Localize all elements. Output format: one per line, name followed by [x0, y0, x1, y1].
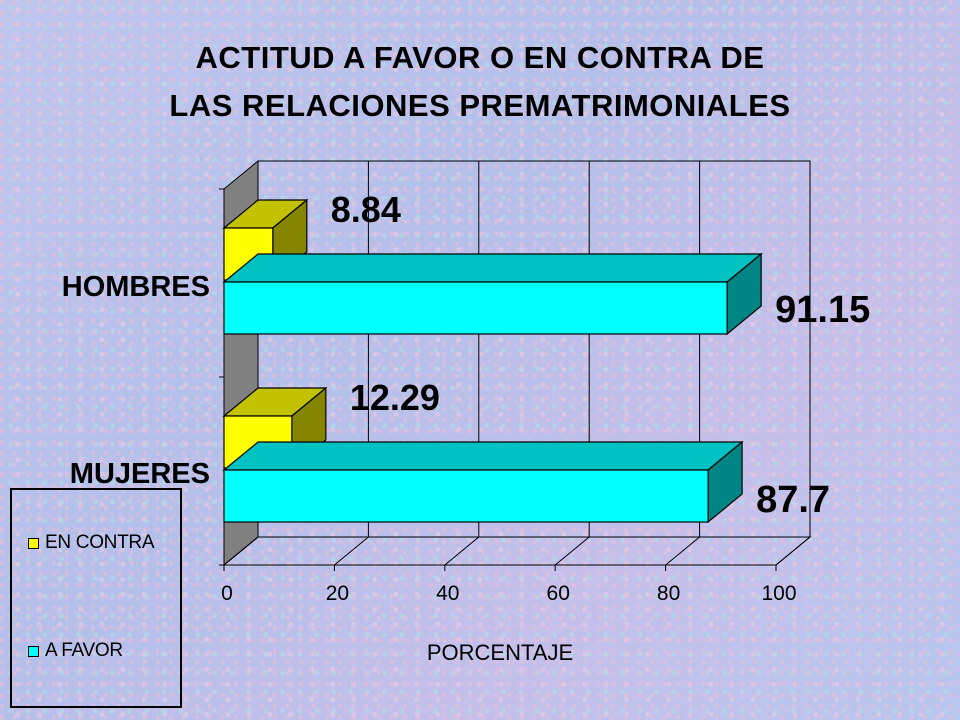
chart-title-line-1: ACTITUD A FAVOR O EN CONTRA DE [195, 40, 765, 75]
bar-a-favor-hombres [222, 252, 763, 336]
chart-title: ACTITUD A FAVOR O EN CONTRA DE LAS RELAC… [0, 34, 960, 130]
data-label-a-favor-mujeres: 87.7 [756, 479, 830, 521]
x-tick-label: 100 [761, 582, 796, 605]
data-label-a-favor-hombres: 91.15 [775, 289, 870, 331]
x-tick-label: 60 [547, 582, 570, 605]
floor-gridline [554, 536, 590, 566]
legend-swatch-en-contra [28, 537, 39, 549]
category-label-hombres: HOMBRES [62, 271, 210, 303]
category-label-mujeres: MUJERES [70, 458, 210, 490]
legend-item-a-favor: A FAVOR [28, 640, 123, 662]
floor-gridline [334, 536, 369, 566]
floor-gridline [223, 536, 259, 566]
chart-title-line-2: LAS RELACIONES PREMATRIMONIALES [169, 88, 791, 123]
legend-swatch-a-favor [28, 645, 39, 657]
x-tick-label: 40 [436, 582, 459, 605]
data-label-en-contra-mujeres: 12.29 [350, 377, 440, 418]
floor-gridline [665, 536, 700, 566]
legend: EN CONTRA A FAVOR [10, 488, 182, 708]
x-tick-label: 20 [326, 582, 349, 605]
legend-label-en-contra: EN CONTRA [45, 532, 155, 553]
floor-gridline [775, 536, 811, 566]
bar-a-favor-mujeres [222, 440, 744, 524]
legend-label-a-favor: A FAVOR [45, 640, 123, 661]
floor [222, 536, 812, 566]
x-tick-label: 80 [657, 582, 680, 605]
data-label-en-contra-hombres: 8.84 [331, 189, 401, 230]
x-tick-label: 0 [221, 582, 233, 605]
floor-gridline [444, 536, 480, 566]
legend-item-en-contra: EN CONTRA [28, 532, 155, 554]
x-axis-title: PORCENTAJE [427, 640, 573, 665]
